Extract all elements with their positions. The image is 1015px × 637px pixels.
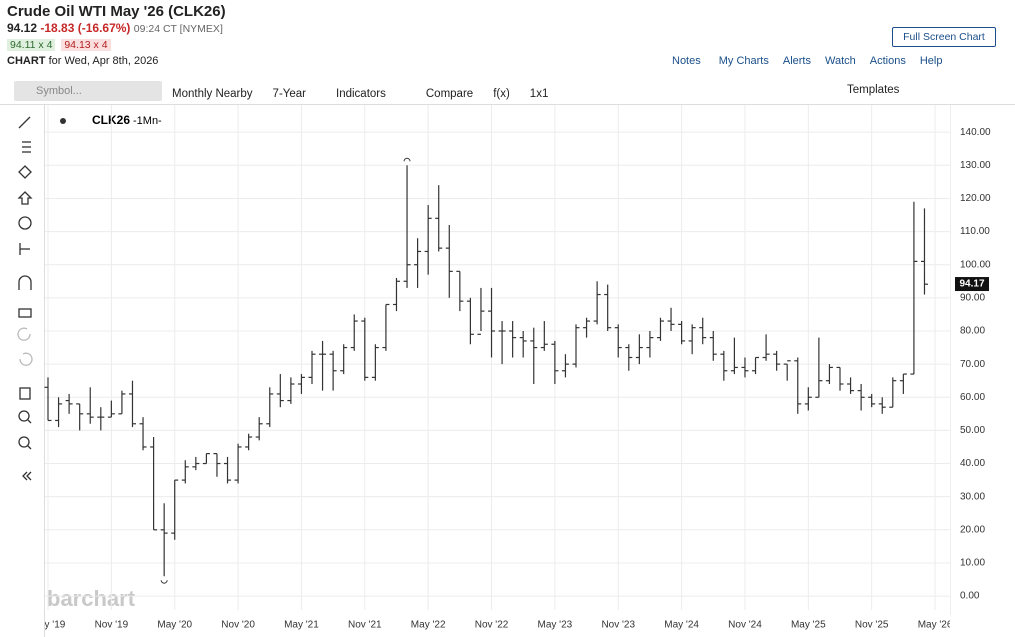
x-tick-label: Nov '24 xyxy=(728,620,762,631)
last-price-label: 94.17 xyxy=(959,279,984,290)
templates-button[interactable]: Templates xyxy=(847,84,900,96)
toolbar-item[interactable]: Monthly Nearby xyxy=(172,88,253,100)
x-axis: May '19 Nov '19 May '20 Nov '20 May '21 Nov '… xyxy=(31,620,953,631)
title: Crude Oil WTI May '26 (CLK26) xyxy=(7,3,226,20)
low-marker xyxy=(160,580,168,584)
chart-label: CHART xyxy=(7,55,46,67)
header-link[interactable]: My Charts xyxy=(718,55,769,67)
x-tick-label: May '23 xyxy=(538,620,573,631)
header-link[interactable]: Notes xyxy=(672,55,701,67)
drawing-tools xyxy=(17,116,33,481)
tool-zoom-in[interactable] xyxy=(18,410,32,424)
tool-zoom-out[interactable] xyxy=(18,436,32,450)
quote-time: 09:24 CT [NYMEX] xyxy=(133,23,223,35)
toolbar-item[interactable]: 7-Year xyxy=(272,88,307,100)
x-tick-label: Nov '25 xyxy=(855,620,889,631)
x-tick-label: May '24 xyxy=(664,620,699,631)
y-tick-label: 110.00 xyxy=(960,226,990,237)
plot: 0.00 10.00 20.00 30.00 40.00 50.00 60.00 70.00 8… xyxy=(44,105,991,610)
y-tick-label: 140.00 xyxy=(960,127,991,138)
y-tick-label: 50.00 xyxy=(960,425,985,436)
tool-shape[interactable] xyxy=(18,165,32,179)
x-tick-label: Nov '21 xyxy=(348,620,382,631)
tool-annotation[interactable] xyxy=(18,216,32,230)
y-tick-label: 40.00 xyxy=(960,458,985,469)
tool-magnet[interactable] xyxy=(18,275,32,290)
x-tick-label: May '25 xyxy=(791,620,826,631)
x-tick-label: Nov '22 xyxy=(475,620,509,631)
y-tick-label: 70.00 xyxy=(960,359,985,370)
chart-date: for Wed, Apr 8th, 2026 xyxy=(48,55,159,67)
header-link[interactable]: Help xyxy=(919,55,943,67)
bid: 94.11 x 4 xyxy=(7,39,56,51)
y-tick-label: 100.00 xyxy=(960,259,991,270)
x-tick-label: May '22 xyxy=(411,620,446,631)
high-marker xyxy=(403,157,411,162)
y-tick-label: 120.00 xyxy=(960,193,991,204)
y-tick-label: 0.00 xyxy=(960,591,980,602)
last-price-box xyxy=(955,277,989,292)
chart-date-line: CHART for Wed, Apr 8th, 2026 xyxy=(7,55,158,67)
bid-ask: 94.11 x 4 94.13 x 4 xyxy=(7,39,111,51)
header-link[interactable]: Watch xyxy=(825,55,856,67)
price-change: -18.83 (-16.67%) xyxy=(40,21,131,35)
tool-redo[interactable] xyxy=(19,352,33,366)
symbol-search[interactable]: Symbol... xyxy=(14,81,162,101)
tool-fib[interactable] xyxy=(22,141,31,153)
toolbar-items: Monthly Nearby 7-Year Indicators Compare f(x… xyxy=(172,84,568,102)
y-tick-label: 60.00 xyxy=(960,392,985,403)
y-tick-label: 90.00 xyxy=(960,292,985,303)
y-tick-label: 130.00 xyxy=(960,160,991,171)
toolbar-item[interactable]: 1x1 xyxy=(529,88,549,100)
header-link[interactable]: Actions xyxy=(869,55,906,67)
x-tick-label: Nov '20 xyxy=(221,620,255,631)
tool-line[interactable] xyxy=(18,116,31,129)
tool-measure[interactable] xyxy=(19,243,30,255)
header-links: Notes My Charts Alerts Watch Actions Help xyxy=(672,55,956,67)
x-tick-label: May '20 xyxy=(157,620,192,631)
tool-delete[interactable] xyxy=(19,387,31,400)
header-link[interactable]: Alerts xyxy=(782,55,811,67)
last-price: 94.12 xyxy=(7,21,38,35)
toolbar-item[interactable]: f(x) xyxy=(493,88,510,100)
x-tick-label: May '21 xyxy=(284,620,319,631)
y-tick-label: 80.00 xyxy=(960,326,985,337)
visibility-icon[interactable] xyxy=(60,118,66,124)
interval-label: -1Mn- xyxy=(133,115,162,127)
tool-undo[interactable] xyxy=(17,327,31,341)
legend-box xyxy=(52,113,168,129)
y-tick-label: 30.00 xyxy=(960,491,985,502)
quote-line: 94.12 -18.83 (-16.67%) 09:24 CT [NYMEX] xyxy=(7,21,223,35)
x-tick-label: Nov '19 xyxy=(95,620,129,631)
x-tick-label: Nov '23 xyxy=(601,620,635,631)
toolbar-item[interactable]: Compare xyxy=(425,88,474,100)
x-tick-label: May '19 xyxy=(31,620,66,631)
x-tick-label: May '26 xyxy=(918,620,953,631)
watermark: barchart xyxy=(47,586,136,611)
full-screen-button[interactable]: Full Screen Chart xyxy=(892,27,996,47)
y-tick-label: 10.00 xyxy=(960,558,985,569)
tool-arrow[interactable] xyxy=(17,191,33,205)
toolbar-item[interactable]: Indicators xyxy=(336,88,386,100)
tool-lock[interactable] xyxy=(18,308,32,318)
tool-collapse[interactable] xyxy=(22,471,32,481)
ask: 94.13 x 4 xyxy=(61,39,111,51)
y-tick-label: 20.00 xyxy=(960,524,985,535)
